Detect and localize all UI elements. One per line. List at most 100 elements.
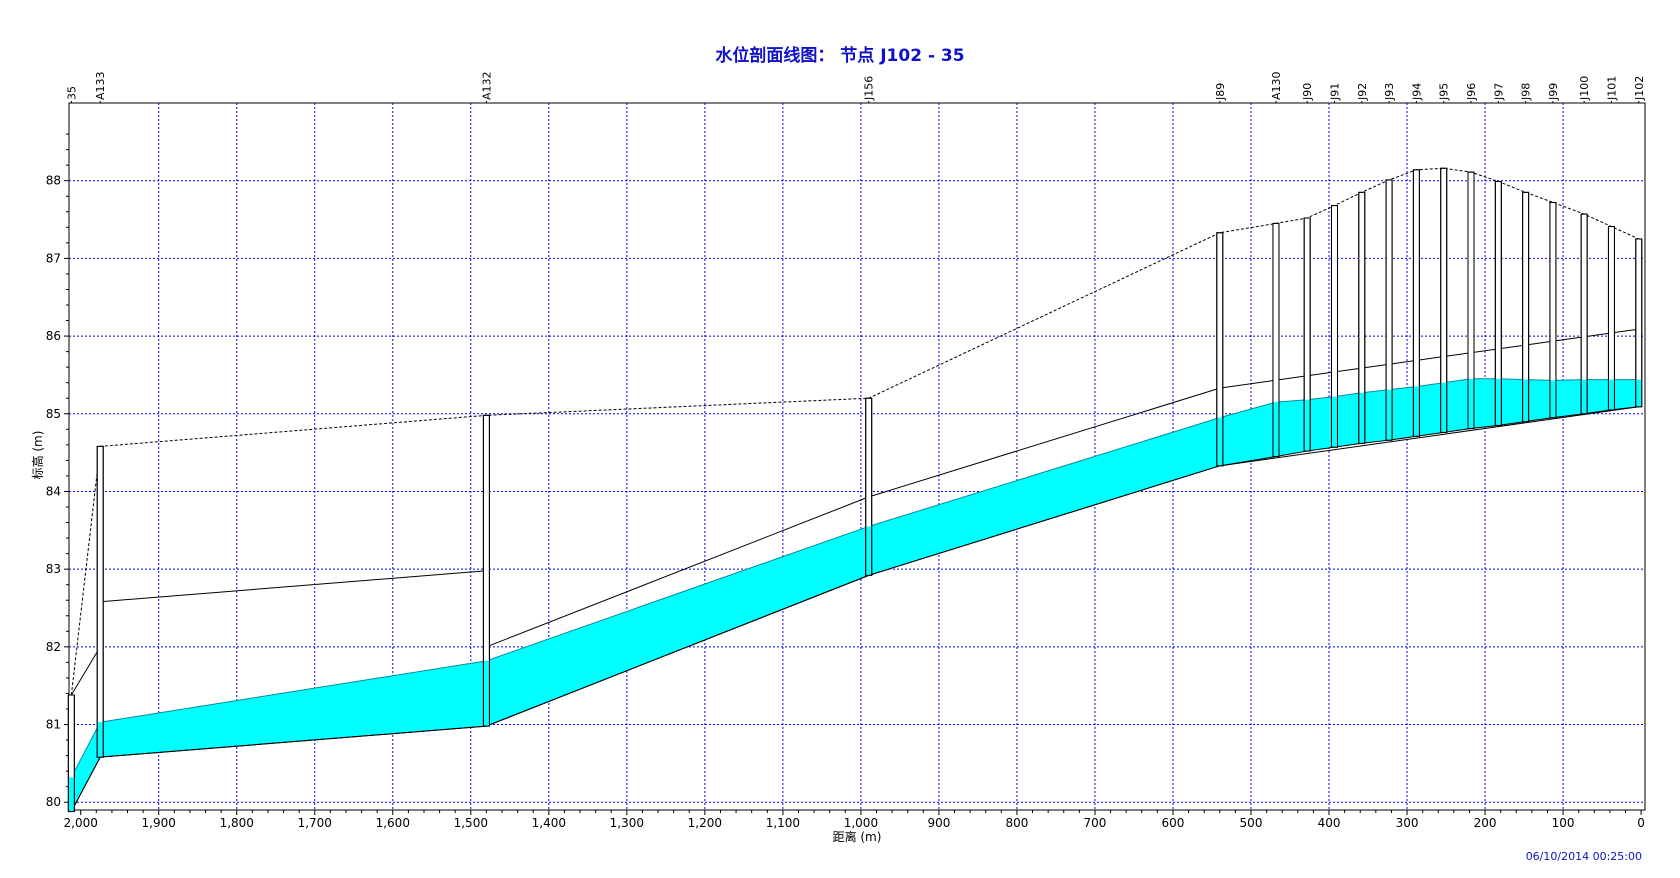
manhole-outline-J94 (1412, 169, 1420, 437)
x-tick-label: 1,900 (142, 816, 176, 830)
manhole-water-A130 (1273, 402, 1279, 457)
node-label: J156 (863, 76, 876, 101)
x-tick-label: 500 (1240, 816, 1263, 830)
manhole-water-J93 (1386, 389, 1392, 441)
manhole-outline-J98 (1522, 191, 1530, 423)
manhole-outline-J99 (1549, 201, 1557, 419)
manhole-water-J101 (1608, 379, 1614, 410)
manhole-water-J98 (1523, 379, 1529, 422)
y-tick-label: 80 (46, 795, 61, 809)
y-tick-label: 85 (46, 407, 61, 421)
pipe-invert-line (1219, 406, 1639, 467)
y-tick-label: 84 (46, 484, 61, 498)
node-label: J102 (1633, 76, 1646, 101)
pipe-crown-line (1219, 328, 1639, 389)
manhole-outline-J100 (1580, 213, 1588, 415)
manhole-water-J91 (1331, 396, 1337, 448)
pipe-invert-line (486, 574, 869, 727)
manhole-outline-J90 (1303, 217, 1311, 452)
axis-layer: 2,000 1,900 1,800 1,700 1,600 1,500 1,400 1,300… (46, 71, 1646, 830)
pipe-invert-line (70, 756, 101, 812)
node-label: J92 (1356, 83, 1369, 101)
manhole-outline-A132 (482, 414, 490, 727)
manhole-water-J156 (866, 526, 872, 576)
manhole-outline-J93 (1385, 179, 1393, 441)
manhole-outline-J101 (1607, 226, 1615, 411)
node-label: J91 (1328, 83, 1341, 101)
x-tick-label: 900 (927, 816, 950, 830)
x-tick-label: 400 (1318, 816, 1341, 830)
node-label: J97 (1492, 83, 1505, 101)
manhole-water-J89 (1217, 417, 1223, 466)
y-tick-label: 81 (46, 718, 61, 732)
manhole-water-J92 (1359, 392, 1365, 444)
x-tick-label: 1,700 (298, 816, 332, 830)
x-tick-label: 1,100 (766, 816, 800, 830)
x-tick-label: 200 (1474, 816, 1497, 830)
manhole-water-J100 (1581, 379, 1587, 414)
node-label: A133 (94, 71, 107, 100)
manhole-outline-J89 (1216, 232, 1224, 467)
x-tick-label: 700 (1084, 816, 1107, 830)
y-tick-label: 82 (46, 640, 61, 654)
manhole-water-J95 (1441, 382, 1447, 433)
node-label: J95 (1438, 83, 1451, 101)
chart-title: 水位剖面线图： 节点 J102 - 35 (715, 45, 964, 66)
manhole-water-J94 (1413, 386, 1419, 437)
pipe-crown-line (868, 387, 1220, 498)
node-label: 35 (65, 86, 78, 100)
manhole-outline-J92 (1358, 191, 1366, 444)
pipe-crown-line (486, 496, 869, 648)
x-tick-label: 0 (1637, 816, 1645, 830)
pipe-crown-line (70, 646, 101, 696)
node-label: J94 (1410, 83, 1423, 101)
manhole-water-A133 (97, 722, 103, 758)
node-label: J93 (1383, 83, 1396, 101)
node-label: A132 (480, 71, 493, 100)
manhole-water-J102 (1636, 379, 1642, 407)
x-tick-label: 1,200 (688, 816, 722, 830)
manhole-outline-J97 (1494, 180, 1502, 426)
x-tick-label: 1,800 (220, 816, 254, 830)
manhole-water-A132 (483, 660, 489, 727)
node-label: J90 (1301, 83, 1314, 101)
manhole-outline-A133 (96, 445, 104, 758)
x-tick-label: 1,600 (376, 816, 410, 830)
y-axis-label: 标高 (m) (30, 431, 45, 480)
manhole-outline-J102 (1635, 238, 1643, 408)
manhole-water-J99 (1550, 380, 1556, 418)
x-tick-label: 600 (1162, 816, 1185, 830)
node-label: J89 (1214, 83, 1227, 101)
x-tick-label: 1,500 (454, 816, 488, 830)
x-axis-label: 距离 (m) (833, 829, 882, 844)
manhole-outline-J156 (865, 397, 873, 576)
x-tick-label: 1,400 (532, 816, 566, 830)
manhole-water-J97 (1495, 378, 1501, 426)
manhole-water-J90 (1304, 399, 1310, 452)
y-tick-label: 87 (46, 251, 61, 265)
manhole-outline-J95 (1440, 167, 1448, 433)
y-tick-label: 88 (46, 174, 61, 188)
manhole-water-35 (68, 777, 74, 812)
manhole-A133 (96, 445, 104, 758)
manhole-outline-35 (67, 694, 75, 813)
data-layer (67, 167, 1643, 813)
pipe-crown-line (100, 570, 487, 603)
y-tick-label: 86 (46, 329, 61, 343)
y-tick-label: 83 (46, 562, 61, 576)
node-label: J98 (1520, 83, 1533, 101)
x-tick-label: 2,000 (64, 816, 98, 830)
x-tick-label: 300 (1396, 816, 1419, 830)
x-tick-label: 100 (1552, 816, 1575, 830)
node-label: J100 (1578, 76, 1591, 101)
manhole-outline-J91 (1330, 205, 1338, 448)
x-tick-label: 1,000 (844, 816, 878, 830)
manhole-water-J96 (1468, 378, 1474, 429)
x-tick-label: 1,300 (610, 816, 644, 830)
x-tick-label: 800 (1005, 816, 1028, 830)
node-label: J101 (1605, 76, 1618, 101)
manhole-outline-J96 (1467, 171, 1475, 430)
node-label: J96 (1465, 83, 1478, 101)
